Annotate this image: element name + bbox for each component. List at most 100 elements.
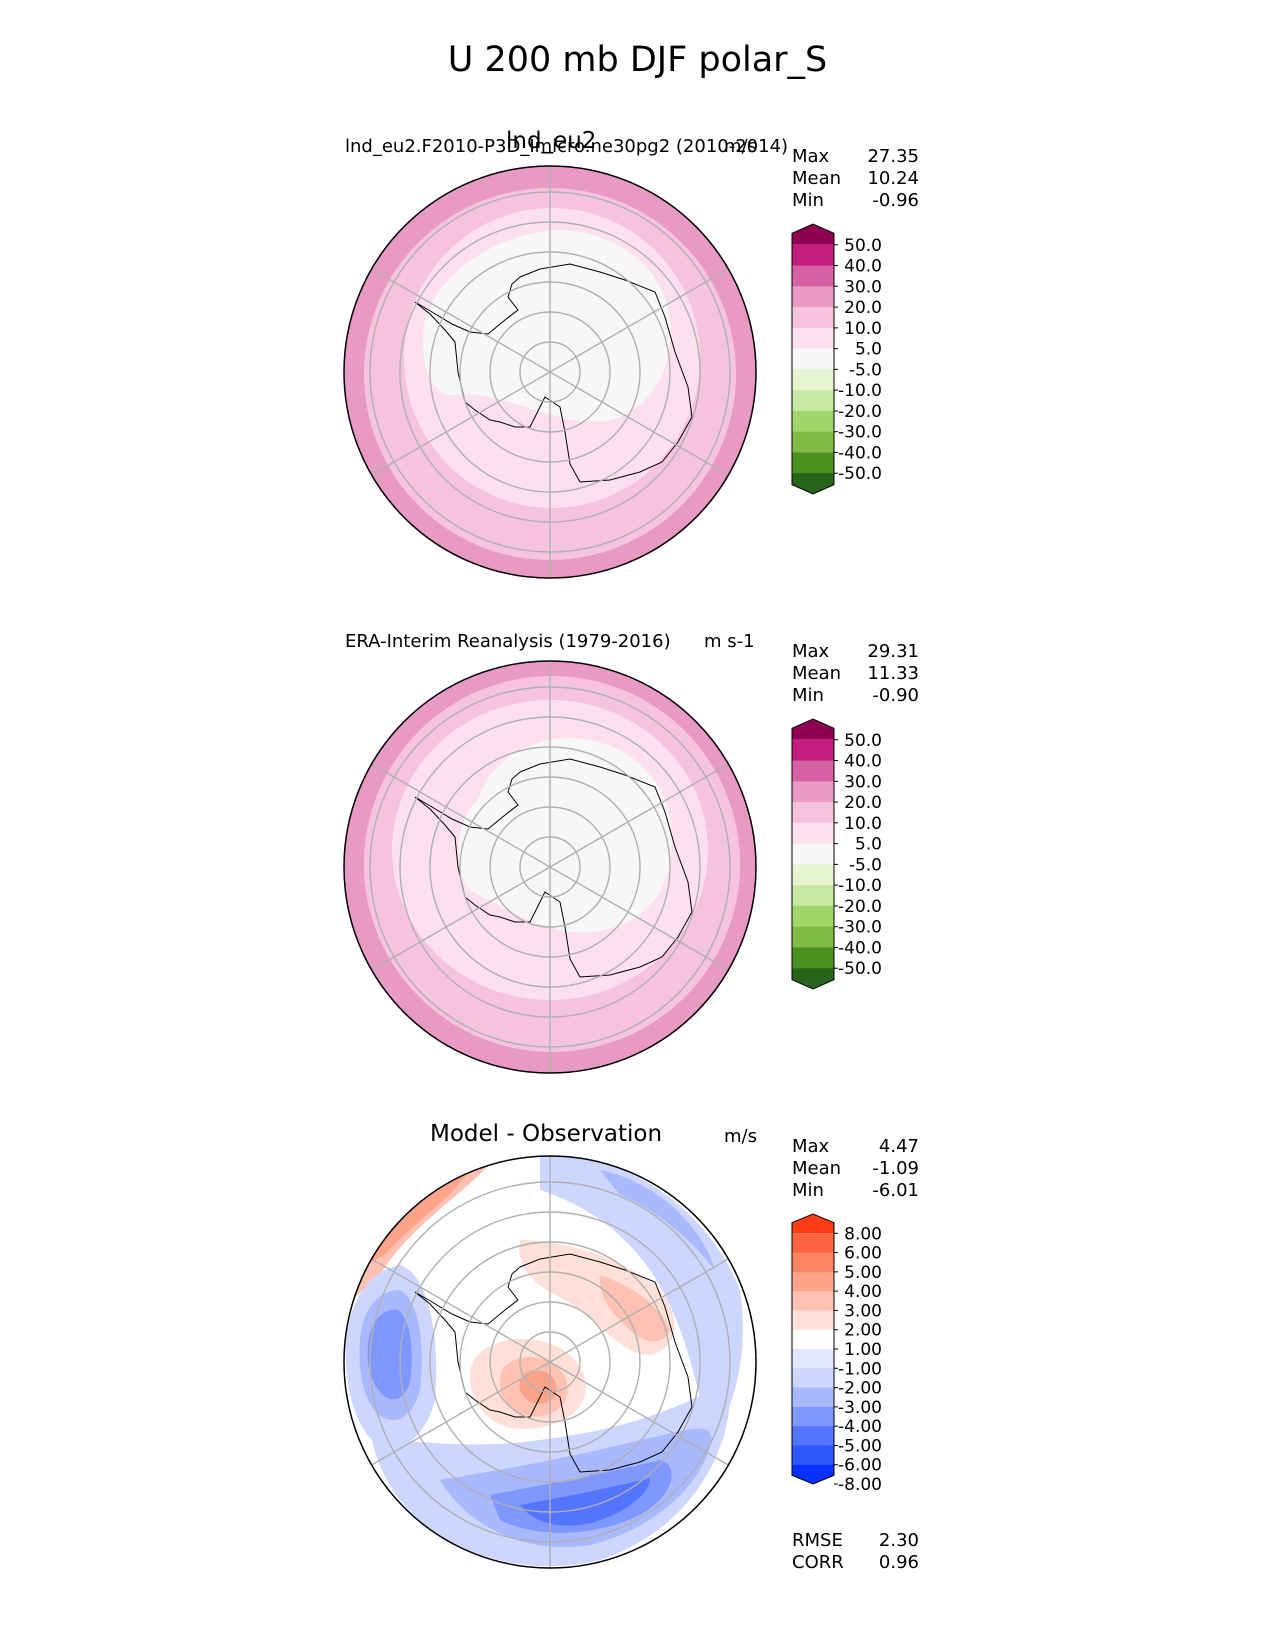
colorbar1-label: 50.0 [844, 236, 882, 256]
colorbar1-label: -50.0 [838, 464, 882, 484]
map3-border [343, 1155, 757, 1569]
colorbar1-swatch [792, 390, 834, 412]
colorbar2-swatch [792, 822, 834, 845]
colorbar2-swatch [792, 905, 834, 928]
map3-pos-pole-3 [519, 1370, 557, 1404]
colorbar2-swatch [792, 968, 834, 989]
map3-pos-nw-core [370, 1170, 470, 1262]
colorbar1-outline [791, 223, 835, 495]
colorbar3-label: -2.00 [838, 1379, 882, 1399]
colorbar1-label: 10.0 [844, 319, 882, 339]
map2-coastline [414, 758, 693, 978]
map1-band-5 [423, 230, 671, 422]
panel3-units: m/s [724, 1126, 757, 1147]
colorbar2-swatch [792, 802, 834, 824]
colorbar2-outline [791, 718, 835, 990]
colorbar2-swatch [792, 719, 834, 740]
panel3-stats: Max 4.47 Mean -1.09 Min -6.01 [792, 1136, 919, 1202]
colorbar1-swatch [792, 473, 834, 494]
colorbar3-swatch [792, 1387, 834, 1408]
colorbar3-label: -8.00 [838, 1475, 882, 1495]
colorbar2-swatch [792, 947, 834, 969]
colorbar3-label: -6.00 [838, 1456, 882, 1476]
colorbar1-swatch [792, 286, 834, 308]
map2-gridline-lon [371, 763, 551, 868]
colorbar3-label: -4.00 [838, 1417, 882, 1437]
map2-gridline-lon [549, 866, 729, 971]
panel2-stat-max: Max 29.31 [792, 641, 919, 662]
panel1-stat-max: Max 27.35 [792, 146, 919, 167]
panel1-stats: Max 27.35 Mean 10.24 Min -0.96 [792, 146, 919, 212]
colorbar1-label: -10.0 [838, 381, 882, 401]
map3-gridline-lon [549, 1361, 729, 1466]
panel2-stat-min: Min -0.90 [792, 685, 919, 706]
panel3-stat-mean: Mean -1.09 [792, 1158, 919, 1179]
colorbar1-swatch [792, 244, 834, 267]
map3-neg-ne [540, 1156, 743, 1440]
colorbar1-swatch [792, 224, 834, 245]
map3-overlay [343, 1155, 757, 1569]
colorbar1-label: 5.0 [855, 340, 882, 360]
map1-gridline-lon [549, 268, 729, 373]
panel2-subtitle: ERA-Interim Reanalysis (1979-2016) [345, 631, 671, 652]
colorbar2-swatch [792, 843, 834, 865]
colorbar3-label: 4.00 [844, 1282, 882, 1302]
panel3-stat-min: Min -6.01 [792, 1180, 919, 1201]
panel1-stat-mean: Mean 10.24 [792, 168, 919, 189]
colorbar3-label: 1.00 [844, 1340, 882, 1360]
map3-gridline-lon [549, 1258, 729, 1363]
map1-gridline-lon [371, 371, 551, 476]
colorbar1-swatch [792, 431, 834, 453]
colorbar2-label: -20.0 [838, 897, 882, 917]
colorbar2-label: -40.0 [838, 938, 882, 958]
panel3-metrics: RMSE 2.30 CORR 0.96 [792, 1530, 919, 1574]
colorbar1-swatch [792, 327, 834, 350]
colorbar3-label: 8.00 [844, 1224, 882, 1244]
colorbar2-label: -30.0 [838, 918, 882, 938]
colorbar1-swatch [792, 265, 834, 287]
colorbar3-swatch [792, 1329, 834, 1350]
colorbar3-label: 6.00 [844, 1244, 882, 1264]
colorbar2-swatch [792, 926, 834, 948]
map2-gridline-lon [549, 763, 729, 868]
colorbar1-swatch [792, 410, 834, 433]
colorbar2-swatch [792, 885, 834, 907]
colorbar1-label: 20.0 [844, 298, 882, 318]
colorbar1-label: -20.0 [838, 402, 882, 422]
map1-gridline-lon [549, 371, 729, 476]
map2-overlay [343, 660, 757, 1074]
colorbar3-swatch [792, 1271, 834, 1292]
panel2-stat-mean: Mean 11.33 [792, 663, 919, 684]
panel1-stat-min: Min -0.96 [792, 190, 919, 211]
panel2-units: m s-1 [704, 631, 755, 652]
panel3-title: Model - Observation [430, 1121, 663, 1147]
colorbar3-label: -1.00 [838, 1359, 882, 1379]
colorbar1-label: 30.0 [844, 277, 882, 297]
colorbar3-swatch [792, 1349, 834, 1369]
colorbar3-swatch [792, 1445, 834, 1466]
colorbar1-swatch [792, 369, 834, 391]
colorbar1-swatch [792, 348, 834, 370]
colorbar1-label: -5.0 [849, 360, 882, 380]
colorbar-panel3: 8.006.005.004.003.002.001.00-1.00-2.00-3… [791, 1213, 882, 1495]
colorbar2-label: -50.0 [838, 959, 882, 979]
map3-gridline-lon [371, 1361, 551, 1466]
panel3-metric-rmse: RMSE 2.30 [792, 1530, 919, 1551]
colorbar1-label: 40.0 [844, 257, 882, 277]
colorbar3-label: -5.00 [838, 1436, 882, 1456]
colorbar3-swatch [792, 1464, 834, 1484]
panel1-units: m/s [724, 136, 757, 157]
colorbar3-label: 2.00 [844, 1321, 882, 1341]
colorbar3-label: 5.00 [844, 1263, 882, 1283]
colorbar3-swatch [792, 1426, 834, 1446]
map3-pos-center-2 [599, 1275, 670, 1342]
colorbar2-label: -5.0 [849, 855, 882, 875]
panel2-stats: Max 29.31 Mean 11.33 Min -0.90 [792, 641, 919, 707]
map1-border [343, 165, 757, 579]
panel1-title: lnd_eu2 [506, 128, 597, 154]
colorbar2-label: 5.0 [855, 835, 882, 855]
colorbar2-label: 50.0 [844, 731, 882, 751]
colorbar2-label: 20.0 [844, 793, 882, 813]
colorbar2-label: 40.0 [844, 752, 882, 772]
